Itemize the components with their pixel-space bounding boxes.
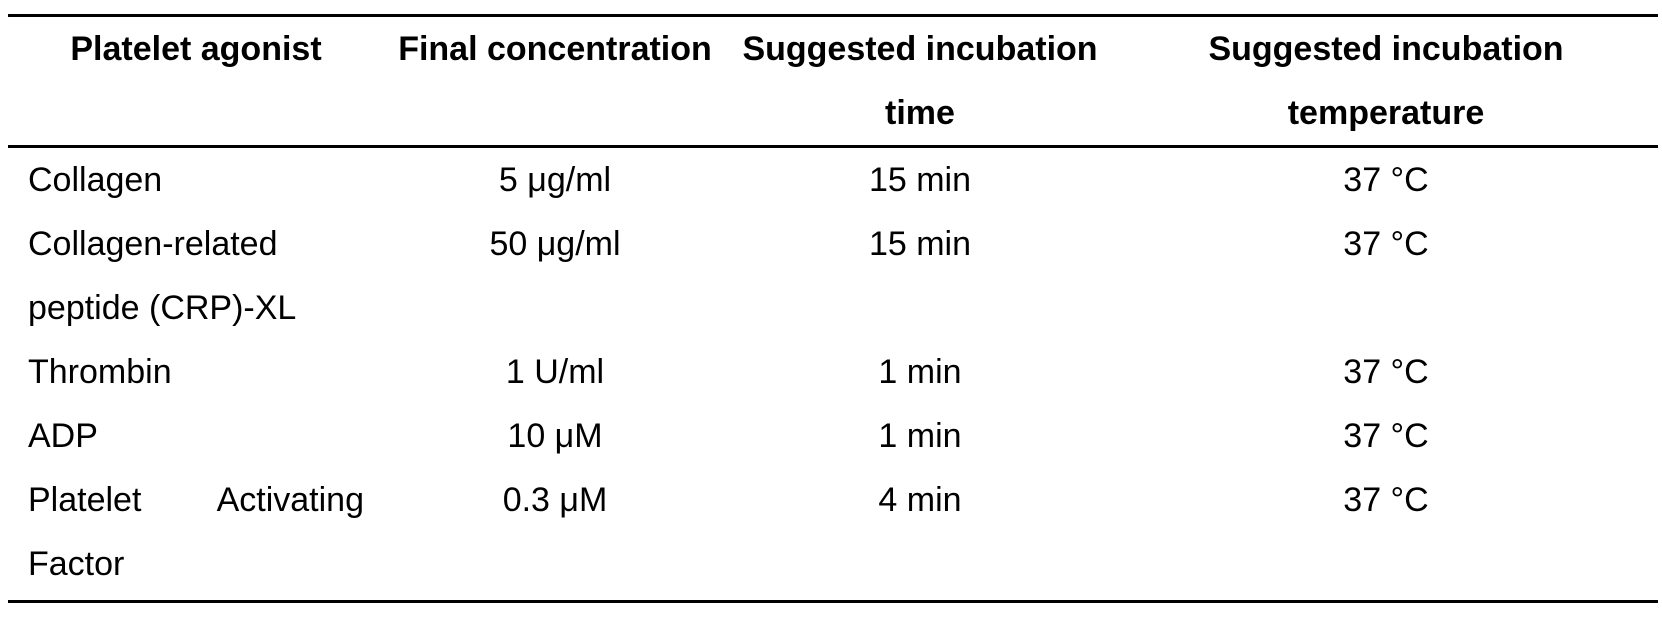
concentration-cell: 0.3 μM xyxy=(502,481,608,519)
table-row: Collagen-related peptide (CRP)-XL 50 μg/… xyxy=(8,212,1658,340)
header-platelet-agonist: Platelet agonist xyxy=(70,30,322,68)
agonist-cell: Collagen xyxy=(28,161,163,199)
header-final-concentration: Final concentration xyxy=(398,30,712,68)
time-cell: 4 min xyxy=(878,481,962,519)
time-cell: 1 min xyxy=(878,417,962,455)
concentration-cell: 1 U/ml xyxy=(505,353,605,391)
time-cell: 1 min xyxy=(878,353,962,391)
temperature-cell: 37 °C xyxy=(1343,417,1429,455)
time-cell: 15 min xyxy=(868,225,972,263)
table-row: Thrombin 1 U/ml 1 min 37 °C xyxy=(8,340,1658,404)
temperature-cell: 37 °C xyxy=(1343,161,1429,199)
concentration-cell: 10 μM xyxy=(507,417,603,455)
table-header-row: Platelet agonist Final concentration Sug… xyxy=(8,15,1658,147)
agonist-table-container: Platelet agonist Final concentration Sug… xyxy=(8,14,1658,603)
agonist-table: Platelet agonist Final concentration Sug… xyxy=(8,14,1658,603)
header-incubation-time: Suggested incubation time xyxy=(742,30,1098,132)
table-row: Platelet Activating Factor 0.3 μM 4 min … xyxy=(8,468,1658,602)
concentration-cell: 5 μg/ml xyxy=(498,161,612,199)
header-incubation-temperature: Suggested incubation temperature xyxy=(1208,30,1564,132)
temperature-cell: 37 °C xyxy=(1343,225,1429,263)
agonist-cell: ADP xyxy=(28,417,98,455)
table-row: ADP 10 μM 1 min 37 °C xyxy=(8,404,1658,468)
agonist-cell: Thrombin xyxy=(28,353,172,391)
temperature-cell: 37 °C xyxy=(1343,481,1429,519)
concentration-cell: 50 μg/ml xyxy=(489,225,621,263)
time-cell: 15 min xyxy=(868,161,972,199)
temperature-cell: 37 °C xyxy=(1343,353,1429,391)
agonist-cell: Collagen-related peptide (CRP)-XL xyxy=(28,225,297,327)
agonist-cell: Platelet Activating Factor xyxy=(28,481,364,583)
table-row: Collagen 5 μg/ml 15 min 37 °C xyxy=(8,147,1658,213)
